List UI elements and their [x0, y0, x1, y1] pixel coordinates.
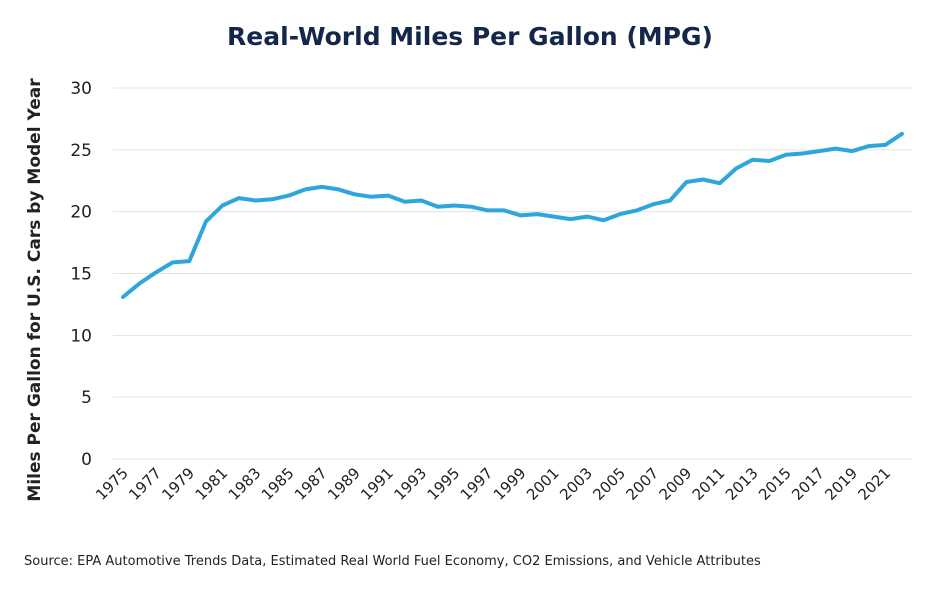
chart-title: Real-World Miles Per Gallon (MPG) — [227, 22, 713, 51]
x-tick-label: 1987 — [291, 464, 331, 504]
x-tick-label: 2019 — [821, 464, 861, 504]
x-tick-label: 1985 — [258, 464, 298, 504]
series-line-0 — [121, 131, 904, 299]
x-tick-label: 1975 — [92, 464, 132, 504]
x-tick-label: 1993 — [390, 464, 430, 504]
gridlines — [113, 87, 912, 460]
y-tick-label: 25 — [70, 141, 92, 161]
source-note: Source: EPA Automotive Trends Data, Esti… — [24, 554, 761, 569]
series-layer — [121, 131, 904, 299]
x-tick-label: 1989 — [324, 464, 364, 504]
y-tick-label: 30 — [70, 79, 92, 99]
x-tick-label: 1979 — [158, 464, 198, 504]
x-tick-label: 2007 — [622, 464, 662, 504]
y-tick-label: 15 — [70, 265, 92, 285]
x-tick-label: 2021 — [855, 464, 895, 504]
x-tick-label: 1997 — [457, 464, 497, 504]
y-axis-ticks: 0 5 10 15 20 25 30 — [70, 79, 92, 470]
y-axis-label: Miles Per Gallon for U.S. Cars by Model … — [25, 78, 45, 502]
y-tick-label: 0 — [81, 450, 92, 470]
x-tick-label: 1999 — [490, 464, 530, 504]
x-tick-label: 2003 — [556, 464, 596, 504]
x-tick-label: 2011 — [689, 464, 729, 504]
x-tick-label: 2017 — [788, 464, 828, 504]
x-tick-label: 1977 — [125, 464, 165, 504]
y-tick-label: 10 — [70, 326, 92, 346]
x-tick-label: 1983 — [225, 464, 265, 504]
x-tick-label: 1991 — [357, 464, 397, 504]
x-tick-label: 1995 — [424, 464, 464, 504]
x-tick-label: 2013 — [722, 464, 762, 504]
x-axis-ticks: 1975197719791981198319851987198919911993… — [92, 464, 894, 504]
x-tick-label: 2005 — [589, 464, 629, 504]
x-tick-label: 1981 — [192, 464, 232, 504]
x-tick-label: 2015 — [755, 464, 795, 504]
y-tick-label: 20 — [70, 203, 92, 223]
x-tick-label: 2009 — [656, 464, 696, 504]
y-tick-label: 5 — [81, 388, 92, 408]
x-tick-label: 2001 — [523, 464, 563, 504]
